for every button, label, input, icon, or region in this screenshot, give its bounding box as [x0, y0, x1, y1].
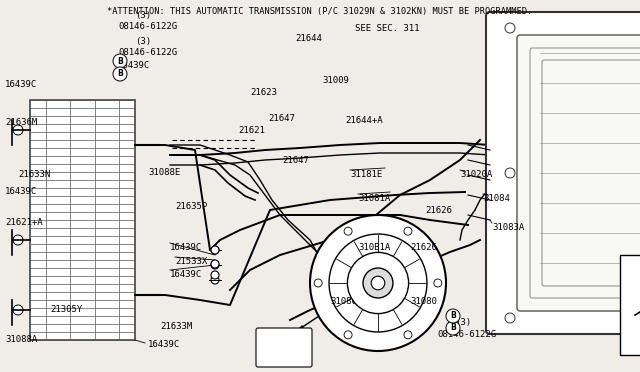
FancyBboxPatch shape — [256, 328, 312, 367]
Circle shape — [314, 279, 322, 287]
Circle shape — [446, 321, 460, 335]
Text: 21636M: 21636M — [5, 118, 37, 127]
Text: B: B — [117, 70, 123, 78]
Circle shape — [211, 276, 219, 284]
Text: 16439C: 16439C — [148, 340, 180, 349]
Circle shape — [211, 246, 219, 254]
Text: B: B — [117, 57, 123, 65]
Text: 21644+A: 21644+A — [345, 116, 383, 125]
Circle shape — [505, 23, 515, 33]
Circle shape — [404, 227, 412, 235]
Text: 31083A: 31083A — [492, 223, 524, 232]
Text: 21621: 21621 — [238, 126, 265, 135]
Text: 31081A: 31081A — [358, 194, 390, 203]
Circle shape — [505, 168, 515, 178]
Circle shape — [13, 235, 23, 245]
Text: 21647: 21647 — [282, 156, 309, 165]
Text: 31088E: 31088E — [148, 168, 180, 177]
Text: 31082U: 31082U — [628, 338, 640, 347]
Circle shape — [505, 313, 515, 323]
Text: 16439C: 16439C — [118, 61, 150, 70]
Text: 21623: 21623 — [250, 88, 277, 97]
Text: 16439C: 16439C — [5, 80, 37, 89]
Circle shape — [113, 54, 127, 68]
Text: 310B1A: 310B1A — [358, 243, 390, 252]
Text: 31009: 31009 — [322, 76, 349, 85]
Text: 21305Y: 21305Y — [50, 305, 83, 314]
Text: 21647: 21647 — [268, 114, 295, 123]
Text: 16439C: 16439C — [170, 270, 202, 279]
Circle shape — [211, 260, 219, 268]
Text: 31086: 31086 — [330, 297, 357, 306]
Circle shape — [211, 246, 219, 254]
Text: B: B — [450, 311, 456, 321]
Text: *ATTENTION: THIS AUTOMATIC TRANSMISSION (P/C 31029N & 3102KN) MUST BE PROGRAMMED: *ATTENTION: THIS AUTOMATIC TRANSMISSION … — [108, 7, 532, 16]
Text: 21533X: 21533X — [175, 257, 207, 266]
Text: 31020A: 31020A — [460, 170, 492, 179]
Circle shape — [344, 331, 352, 339]
Text: 31084: 31084 — [483, 194, 510, 203]
Text: (3): (3) — [135, 37, 151, 46]
Circle shape — [13, 125, 23, 135]
Text: 08146-6122G: 08146-6122G — [118, 48, 177, 57]
Circle shape — [446, 309, 460, 323]
Text: 16439C: 16439C — [5, 187, 37, 196]
Text: 08146-6122G: 08146-6122G — [437, 330, 496, 339]
Text: 21644: 21644 — [295, 34, 322, 43]
Text: 31088A: 31088A — [5, 335, 37, 344]
Circle shape — [344, 227, 352, 235]
Text: (3): (3) — [135, 11, 151, 20]
Text: 31080: 31080 — [410, 297, 437, 306]
Circle shape — [329, 234, 427, 332]
Text: 16439C: 16439C — [170, 243, 202, 252]
Text: 31181E: 31181E — [350, 170, 382, 179]
Text: 21633N: 21633N — [18, 170, 51, 179]
Text: (3): (3) — [455, 318, 471, 327]
Circle shape — [211, 261, 219, 269]
Text: SEE SEC. 311: SEE SEC. 311 — [355, 24, 419, 33]
Circle shape — [371, 276, 385, 290]
Text: 08146-6122G: 08146-6122G — [118, 22, 177, 31]
Circle shape — [363, 268, 393, 298]
Circle shape — [113, 67, 127, 81]
Bar — [620, 255, 640, 355]
Circle shape — [211, 271, 219, 279]
FancyBboxPatch shape — [486, 12, 640, 334]
FancyBboxPatch shape — [517, 35, 640, 311]
Text: 21633M: 21633M — [160, 322, 192, 331]
Circle shape — [434, 279, 442, 287]
Circle shape — [310, 215, 446, 351]
Circle shape — [404, 331, 412, 339]
Text: B: B — [450, 324, 456, 333]
Text: 21635P: 21635P — [175, 202, 207, 211]
Circle shape — [13, 305, 23, 315]
Bar — [30, 100, 135, 340]
Text: 21626: 21626 — [410, 243, 437, 252]
Text: 21621+A: 21621+A — [5, 218, 43, 227]
Text: 21626: 21626 — [425, 206, 452, 215]
Circle shape — [348, 252, 408, 314]
